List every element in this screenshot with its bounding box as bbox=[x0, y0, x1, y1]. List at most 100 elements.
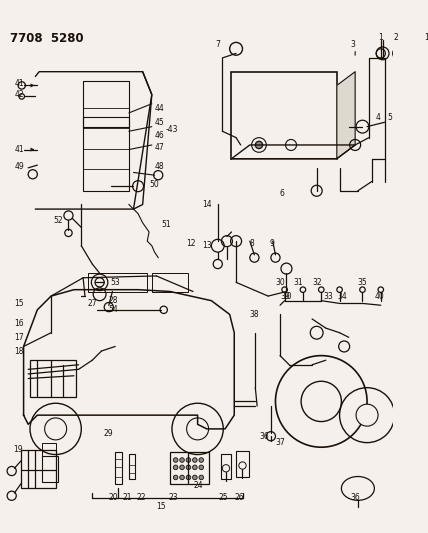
Text: 6: 6 bbox=[279, 189, 284, 198]
Text: 52: 52 bbox=[54, 216, 63, 225]
Text: 36: 36 bbox=[351, 493, 360, 502]
Circle shape bbox=[199, 475, 204, 480]
Text: 21: 21 bbox=[122, 493, 132, 502]
Text: 7708  5280: 7708 5280 bbox=[10, 33, 83, 45]
Text: 33: 33 bbox=[323, 292, 333, 301]
Bar bbox=[152, 273, 188, 292]
Text: 54: 54 bbox=[109, 305, 119, 314]
Bar bbox=[129, 454, 135, 479]
Text: 41: 41 bbox=[15, 79, 24, 88]
Bar bbox=[83, 81, 129, 127]
Text: 47: 47 bbox=[155, 143, 164, 152]
Text: 51: 51 bbox=[161, 220, 171, 229]
Circle shape bbox=[173, 465, 178, 470]
Circle shape bbox=[193, 458, 197, 462]
Bar bbox=[170, 452, 208, 484]
Circle shape bbox=[186, 475, 191, 480]
Text: 40: 40 bbox=[374, 292, 384, 301]
Circle shape bbox=[193, 465, 197, 470]
Bar bbox=[88, 273, 147, 292]
Text: 24: 24 bbox=[193, 481, 202, 490]
Text: 5: 5 bbox=[387, 113, 392, 122]
Circle shape bbox=[360, 287, 365, 293]
Text: 36: 36 bbox=[260, 432, 270, 441]
Bar bbox=[83, 117, 129, 191]
Text: 22: 22 bbox=[136, 493, 146, 502]
Text: 1: 1 bbox=[378, 33, 383, 42]
Text: 32: 32 bbox=[312, 278, 322, 287]
Text: 45: 45 bbox=[155, 118, 164, 126]
Text: 12: 12 bbox=[186, 239, 195, 248]
Text: 29: 29 bbox=[103, 429, 113, 438]
Text: 9: 9 bbox=[270, 239, 275, 248]
Text: 50: 50 bbox=[149, 180, 159, 189]
Bar bbox=[236, 451, 249, 477]
Text: 48: 48 bbox=[155, 161, 164, 171]
Bar bbox=[232, 72, 337, 159]
Circle shape bbox=[180, 465, 184, 470]
Text: 20: 20 bbox=[109, 493, 119, 502]
Circle shape bbox=[337, 287, 342, 293]
Text: 4: 4 bbox=[375, 113, 380, 122]
Circle shape bbox=[300, 287, 306, 293]
Circle shape bbox=[256, 141, 263, 149]
Circle shape bbox=[186, 458, 191, 462]
Text: 46: 46 bbox=[155, 131, 164, 140]
Polygon shape bbox=[337, 72, 355, 159]
Text: 31: 31 bbox=[294, 278, 303, 287]
Text: 11: 11 bbox=[424, 33, 428, 42]
Text: 13: 13 bbox=[202, 241, 212, 250]
Text: 3: 3 bbox=[351, 40, 355, 49]
Text: 53: 53 bbox=[110, 278, 120, 287]
Circle shape bbox=[356, 404, 378, 426]
Circle shape bbox=[180, 458, 184, 462]
Circle shape bbox=[318, 287, 324, 293]
Text: 2: 2 bbox=[394, 33, 398, 42]
Circle shape bbox=[180, 475, 184, 480]
Text: 30: 30 bbox=[276, 278, 285, 287]
Text: 39: 39 bbox=[280, 292, 290, 301]
Text: 38: 38 bbox=[250, 310, 259, 319]
Circle shape bbox=[193, 475, 197, 480]
Text: 26: 26 bbox=[234, 493, 244, 502]
Text: 25: 25 bbox=[219, 493, 228, 502]
Circle shape bbox=[173, 475, 178, 480]
Text: 8: 8 bbox=[250, 239, 255, 248]
Text: 27: 27 bbox=[88, 299, 97, 308]
Text: 19: 19 bbox=[14, 445, 23, 454]
Text: 42: 42 bbox=[15, 90, 24, 99]
Text: 44: 44 bbox=[155, 104, 164, 113]
Text: 15: 15 bbox=[15, 299, 24, 308]
Circle shape bbox=[199, 458, 204, 462]
Circle shape bbox=[45, 418, 67, 440]
Bar bbox=[21, 450, 56, 488]
Text: 10: 10 bbox=[282, 292, 291, 301]
Bar bbox=[115, 452, 122, 484]
Polygon shape bbox=[232, 145, 355, 159]
Text: 23: 23 bbox=[168, 493, 178, 502]
Text: 28: 28 bbox=[109, 296, 118, 305]
Text: 49: 49 bbox=[15, 161, 24, 171]
Bar bbox=[42, 442, 56, 456]
Text: 16: 16 bbox=[15, 319, 24, 328]
Circle shape bbox=[282, 287, 287, 293]
Text: 7: 7 bbox=[215, 40, 220, 49]
Text: 18: 18 bbox=[15, 346, 24, 356]
Circle shape bbox=[173, 458, 178, 462]
Text: 35: 35 bbox=[358, 278, 368, 287]
Text: 41: 41 bbox=[15, 145, 24, 154]
Text: 37: 37 bbox=[276, 438, 285, 447]
Circle shape bbox=[199, 465, 204, 470]
Bar bbox=[30, 360, 76, 397]
Text: 14: 14 bbox=[202, 200, 212, 209]
Text: -43: -43 bbox=[166, 125, 178, 134]
Text: 34: 34 bbox=[338, 292, 348, 301]
Text: 17: 17 bbox=[15, 333, 24, 342]
Circle shape bbox=[187, 418, 208, 440]
Circle shape bbox=[378, 287, 383, 293]
Circle shape bbox=[95, 278, 104, 287]
Circle shape bbox=[186, 465, 191, 470]
Bar bbox=[220, 454, 232, 479]
Text: 15: 15 bbox=[156, 502, 166, 511]
Bar bbox=[42, 456, 58, 482]
